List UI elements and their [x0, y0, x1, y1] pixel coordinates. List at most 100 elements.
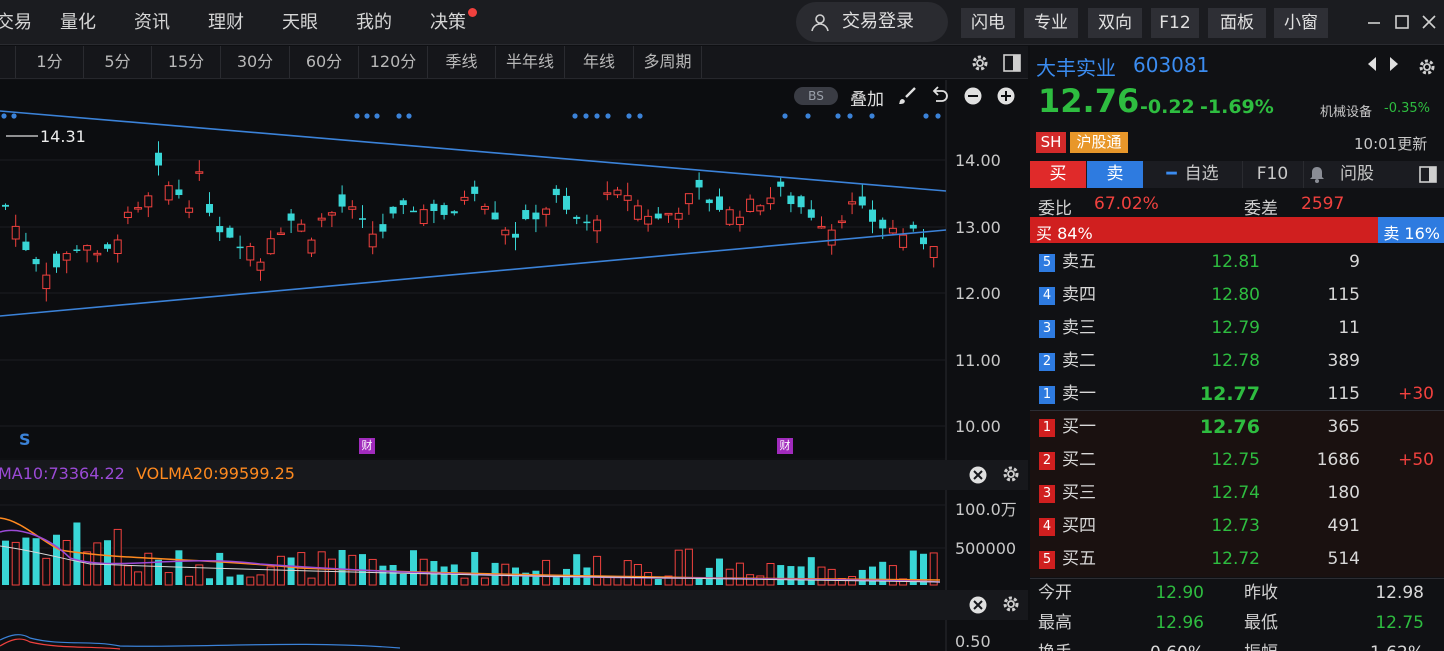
overlay-button[interactable]: 叠加: [850, 90, 884, 110]
panel-button[interactable]: 面板: [1208, 8, 1266, 38]
volume-bar: [104, 540, 111, 585]
low-label: 最低: [1244, 613, 1278, 633]
bid-row[interactable]: 5 买五 12.72 514: [1030, 543, 1444, 576]
chart-area[interactable]: BS 叠加 14.31 14.00 13.00 12.00 11.00 10.0…: [0, 80, 1028, 651]
candle-body: [246, 246, 255, 261]
maximize-icon[interactable]: [1394, 14, 1410, 30]
ask-row[interactable]: 1 卖一 12.77 115 +30: [1030, 378, 1444, 411]
brush-icon[interactable]: [898, 86, 918, 106]
menu-trade[interactable]: 交易: [0, 12, 32, 33]
signal-dot: [637, 113, 643, 119]
undo-icon[interactable]: [929, 86, 949, 106]
flash-button[interactable]: 闪电: [961, 8, 1015, 38]
bid-book: 1 买一 12.76 365 2 买二 12.75 1686 +50 3 买三 12.74 180 4 买四…: [1030, 411, 1444, 577]
kline-chart[interactable]: [0, 80, 1028, 651]
ask-row[interactable]: 3 卖三 12.79 11: [1030, 312, 1444, 345]
lower-trend-line[interactable]: [0, 229, 947, 317]
zoom-in-icon[interactable]: [996, 86, 1016, 106]
level-name: 卖四: [1062, 285, 1096, 305]
volume-bar: [888, 565, 897, 586]
settings-icon[interactable]: [1417, 57, 1437, 77]
dual-button[interactable]: 双向: [1088, 8, 1142, 38]
sell-tab[interactable]: 卖: [1087, 161, 1143, 188]
prev-stock-icon[interactable]: [1366, 56, 1378, 72]
signal-dot: [782, 113, 788, 119]
close-panel-icon[interactable]: [968, 595, 988, 615]
level-name: 买四: [1062, 516, 1096, 536]
close-icon[interactable]: [1421, 14, 1437, 30]
level-price: 12.75: [1211, 450, 1260, 470]
period-5min[interactable]: 5分: [84, 46, 152, 78]
sector-name[interactable]: 机械设备: [1320, 105, 1373, 120]
close-panel-icon[interactable]: [968, 465, 988, 485]
pro-button[interactable]: 专业: [1024, 8, 1078, 38]
menu-quant[interactable]: 量化: [60, 12, 96, 33]
period-1min[interactable]: 1分: [16, 46, 84, 78]
volume-bar: [725, 568, 734, 586]
bid-row[interactable]: 2 买二 12.75 1686 +50: [1030, 444, 1444, 477]
weicha-value: 2597: [1301, 194, 1345, 214]
candle-body: [460, 196, 469, 201]
watchlist-tab[interactable]: ━ 自选: [1144, 161, 1241, 188]
trade-login-button[interactable]: 交易登录: [796, 2, 948, 42]
candle-body: [307, 239, 316, 254]
bell-icon: [1310, 167, 1324, 183]
settings-icon[interactable]: [1001, 464, 1021, 484]
menu-news[interactable]: 资讯: [134, 12, 170, 33]
volume-bar: [185, 575, 194, 586]
period-quarter[interactable]: 季线: [428, 46, 496, 78]
settings-icon[interactable]: [1001, 594, 1021, 614]
candle-body: [73, 249, 81, 251]
candle-body: [613, 189, 622, 196]
minimize-icon[interactable]: [1366, 14, 1382, 30]
f10-tab[interactable]: F10: [1242, 161, 1302, 188]
level-volume: 115: [1327, 384, 1360, 404]
menu-tianyan[interactable]: 天眼: [282, 12, 318, 33]
period-15min[interactable]: 15分: [152, 46, 221, 78]
volume-bar: [216, 552, 224, 585]
ask-row[interactable]: 2 卖二 12.78 389: [1030, 345, 1444, 378]
candle-body: [287, 213, 295, 221]
period-halfyear[interactable]: 半年线: [496, 46, 565, 78]
period-30min[interactable]: 30分: [221, 46, 290, 78]
next-stock-icon[interactable]: [1388, 56, 1400, 72]
bid-row[interactable]: 4 买四 12.73 491: [1030, 510, 1444, 543]
menu-mine[interactable]: 我的: [356, 12, 392, 33]
candle-body: [756, 205, 765, 212]
volume-bar: [399, 573, 407, 585]
level-volume: 115: [1327, 285, 1360, 305]
vol-ma20-value: 99599.25: [218, 464, 295, 483]
finance-marker[interactable]: 财: [359, 438, 375, 454]
upper-trend-line[interactable]: [0, 110, 947, 192]
ask-tab[interactable]: 问股: [1303, 161, 1401, 188]
bs-toggle[interactable]: BS: [794, 87, 838, 105]
buy-tab[interactable]: 买: [1030, 161, 1086, 188]
ask-label: 问股: [1340, 164, 1374, 184]
period-60min[interactable]: 60分: [290, 46, 359, 78]
f12-button[interactable]: F12: [1151, 8, 1199, 38]
bid-row[interactable]: 3 买三 12.74 180: [1030, 477, 1444, 510]
panel-toggle-icon[interactable]: [1419, 166, 1437, 183]
volume-bar: [11, 541, 20, 586]
volume-bar: [83, 551, 92, 586]
sell-ratio-label: 卖 16%: [1383, 224, 1440, 243]
settings-icon[interactable]: [970, 53, 990, 73]
zoom-out-icon[interactable]: [963, 86, 983, 106]
panel-toggle-icon[interactable]: [1003, 54, 1021, 72]
candle-body: [42, 274, 51, 290]
signal-s-marker[interactable]: S: [19, 430, 31, 449]
period-year[interactable]: 年线: [565, 46, 634, 78]
period-multi[interactable]: 多周期: [634, 46, 702, 78]
signal-dot: [847, 113, 853, 119]
menu-finance[interactable]: 理财: [208, 12, 244, 33]
level-name: 买一: [1062, 417, 1096, 437]
ask-row[interactable]: 5 卖五 12.81 9: [1030, 246, 1444, 279]
level-badge: 3: [1039, 485, 1055, 503]
ask-row[interactable]: 4 卖四 12.80 115: [1030, 279, 1444, 312]
finance-marker[interactable]: 财: [777, 438, 793, 454]
period-120min[interactable]: 120分: [359, 46, 428, 78]
mini-window-button[interactable]: 小窗: [1274, 8, 1328, 38]
bid-row[interactable]: 1 买一 12.76 365: [1030, 411, 1444, 444]
level-price: 12.80: [1211, 285, 1260, 305]
menu-decision[interactable]: 决策: [430, 12, 466, 33]
